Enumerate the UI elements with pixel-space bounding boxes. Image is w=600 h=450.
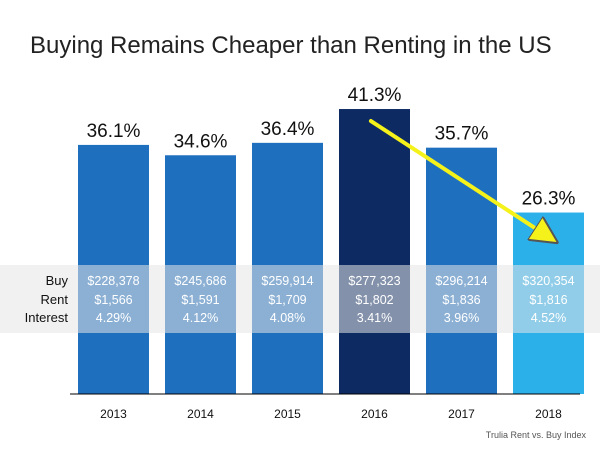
cell-rent-2017: $1,836	[442, 293, 480, 307]
x-tick-label-2015: 2015	[274, 407, 301, 421]
chart-title: Buying Remains Cheaper than Renting in t…	[30, 32, 552, 59]
value-label-2013: 36.1%	[87, 121, 141, 142]
cell-buy-2016: $277,323	[348, 274, 400, 288]
cell-interest-2013: 4.29%	[96, 311, 131, 325]
cell-buy-2013: $228,378	[87, 274, 139, 288]
x-tick-label-2013: 2013	[100, 407, 127, 421]
x-tick-label-2018: 2018	[535, 407, 562, 421]
cell-buy-2018: $320,354	[522, 274, 574, 288]
source-note: Trulia Rent vs. Buy Index	[486, 430, 587, 440]
cell-rent-2014: $1,591	[181, 293, 219, 307]
value-label-2016: 41.3%	[348, 85, 402, 106]
trend-arrow	[368, 119, 545, 235]
x-tick-label-2016: 2016	[361, 407, 388, 421]
value-label-2017: 35.7%	[435, 124, 489, 145]
value-labels-group: 36.1% 34.6% 36.4% 41.3% 35.7% 26.3%	[87, 85, 576, 210]
x-axis-ticks: 2013 2014 2015 2016 2017 2018	[100, 407, 562, 421]
x-tick-label-2017: 2017	[448, 407, 475, 421]
x-tick-label-2014: 2014	[187, 407, 214, 421]
cell-interest-2016: 3.41%	[357, 311, 392, 325]
value-label-2014: 34.6%	[174, 131, 228, 152]
bars-group	[78, 109, 584, 394]
cell-interest-2014: 4.12%	[183, 311, 218, 325]
cell-rent-2015: $1,709	[268, 293, 306, 307]
value-label-2015: 36.4%	[261, 119, 315, 140]
row-label-rent: Rent	[41, 292, 69, 307]
cell-rent-2018: $1,816	[529, 293, 567, 307]
bar-2016	[339, 109, 410, 394]
row-label-buy: Buy	[46, 273, 69, 288]
value-label-2018: 26.3%	[522, 189, 576, 210]
cell-interest-2018: 4.52%	[531, 311, 566, 325]
cell-rent-2016: $1,802	[355, 293, 393, 307]
cell-buy-2017: $296,214	[435, 274, 487, 288]
cell-buy-2015: $259,914	[261, 274, 313, 288]
data-table-band	[0, 265, 600, 333]
cell-buy-2014: $245,686	[174, 274, 226, 288]
cell-rent-2013: $1,566	[94, 293, 132, 307]
data-table: Buy $228,378 $245,686 $259,914 $277,323 $296,…	[25, 273, 575, 325]
cell-interest-2015: 4.08%	[270, 311, 305, 325]
row-label-interest: Interest	[25, 310, 69, 325]
trend-arrow-group	[368, 119, 545, 235]
cell-interest-2017: 3.96%	[444, 311, 479, 325]
